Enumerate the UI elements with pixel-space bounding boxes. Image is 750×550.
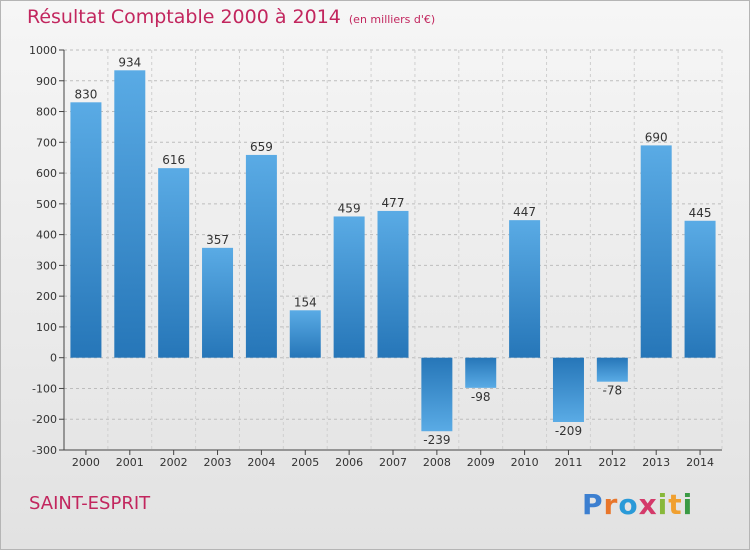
x-tick-label-2004: 2004	[247, 456, 275, 469]
data-label-2012: -78	[603, 384, 623, 398]
bar-2002	[158, 168, 190, 358]
x-tick-label-2009: 2009	[467, 456, 495, 469]
bar-2004	[245, 154, 277, 358]
x-tick-label-2010: 2010	[511, 456, 539, 469]
y-tick-label: 1000	[29, 44, 57, 57]
x-tick-label-2011: 2011	[554, 456, 582, 469]
x-tick-label-2002: 2002	[160, 456, 188, 469]
y-tick-label: 100	[36, 321, 57, 334]
y-tick-label: 700	[36, 136, 57, 149]
bar-2012	[596, 357, 628, 382]
x-tick-label-2001: 2001	[116, 456, 144, 469]
data-label-2009: -98	[471, 390, 491, 404]
y-tick-label: 300	[36, 259, 57, 272]
data-label-2002: 616	[162, 153, 185, 167]
logo-letter: r	[603, 488, 619, 521]
bar-2000	[70, 102, 102, 358]
y-tick-label: 500	[36, 198, 57, 211]
x-tick-label-2012: 2012	[598, 456, 626, 469]
bar-2009	[465, 357, 497, 388]
data-label-2006: 459	[338, 201, 361, 215]
bar-2007	[377, 210, 409, 358]
bar-2003	[202, 247, 234, 358]
data-label-2007: 477	[382, 196, 405, 210]
y-tick-label: 600	[36, 167, 57, 180]
bar-2014	[684, 220, 716, 358]
logo-letter: t	[668, 488, 683, 521]
y-tick-label: 200	[36, 290, 57, 303]
data-label-2003: 357	[206, 233, 229, 247]
bar-2001	[114, 70, 146, 358]
title-text: Résultat Comptable 2000 à 2014	[27, 6, 341, 28]
x-tick-label-2000: 2000	[72, 456, 100, 469]
data-label-2013: 690	[645, 130, 668, 144]
data-label-2005: 154	[294, 295, 317, 309]
x-tick-label-2006: 2006	[335, 456, 363, 469]
y-tick-label: -200	[32, 413, 57, 426]
x-tick-label-2008: 2008	[423, 456, 451, 469]
logo-letter: i	[657, 488, 669, 521]
title-unit: (en milliers d'€)	[348, 13, 436, 26]
y-tick-label: 900	[36, 75, 57, 88]
data-label-2011: -209	[555, 424, 582, 438]
bars	[70, 70, 716, 432]
y-tick-label: 800	[36, 106, 57, 119]
bar-2013	[640, 145, 672, 358]
y-tick-label: -100	[32, 382, 57, 395]
logo-letter: o	[618, 488, 639, 521]
y-tick-label: 0	[50, 352, 57, 365]
x-tick-label-2013: 2013	[642, 456, 670, 469]
chart-title: Résultat Comptable 2000 à 2014 (en millie…	[27, 6, 435, 28]
proxiti-logo[interactable]: Proxiti	[582, 488, 693, 521]
data-label-2004: 659	[250, 140, 273, 154]
logo-letter: i	[682, 488, 694, 521]
data-label-2008: -239	[423, 433, 450, 447]
x-tick-label-2014: 2014	[686, 456, 714, 469]
commune-name: SAINT-ESPRIT	[29, 493, 151, 514]
data-labels: 830 934 616 357 659 154 459 477 -239 -98 447 -209 -7…	[74, 55, 711, 447]
x-tick-label-2007: 2007	[379, 456, 407, 469]
bar-2008	[421, 357, 453, 432]
bar-2011	[552, 357, 584, 422]
logo-letter: x	[638, 488, 658, 521]
y-tick-label: 400	[36, 229, 57, 242]
data-label-2000: 830	[74, 87, 97, 101]
data-label-2001: 934	[118, 55, 141, 69]
data-label-2010: 447	[513, 205, 536, 219]
data-label-2014: 445	[689, 206, 712, 220]
bar-2006	[333, 216, 365, 358]
x-tick-label-2003: 2003	[204, 456, 232, 469]
x-tick-label-2005: 2005	[291, 456, 319, 469]
y-tick-label: -300	[32, 444, 57, 457]
bar-2005	[289, 310, 321, 358]
axes: -300 -200 -100 0 100 200 300 400 500 600 700 800 900…	[29, 44, 722, 469]
bar-2010	[509, 220, 541, 358]
logo-letter: P	[582, 488, 604, 521]
